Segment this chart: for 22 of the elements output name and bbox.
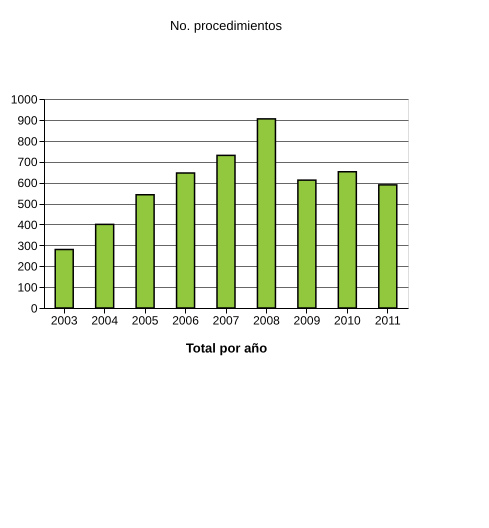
x-tick-label: 2009: [294, 314, 321, 328]
y-tick-label: 1000: [10, 92, 38, 106]
y-tick-label: 300: [17, 238, 38, 253]
x-axis-title: Total por año: [186, 340, 268, 356]
y-tick-label: 800: [17, 134, 38, 148]
y-tick-label: 0: [30, 302, 38, 316]
x-tick-label: 2008: [253, 314, 280, 328]
y-tick-label: 700: [17, 155, 38, 170]
x-tick-label: 2005: [132, 314, 159, 328]
y-tick-label: 100: [17, 280, 38, 295]
y-tick-label: 600: [17, 176, 38, 190]
chart-title: No. procedimientos: [170, 18, 282, 33]
x-tick-label: 2010: [334, 314, 362, 328]
y-tick-label: 200: [17, 260, 38, 274]
y-tick-label: 500: [17, 197, 38, 211]
x-tick-label: 2003: [50, 314, 78, 328]
x-tick-label: 2004: [91, 314, 118, 328]
x-tick-label: 2011: [374, 314, 401, 328]
x-tick-label: 2007: [212, 314, 240, 328]
y-tick-label: 900: [17, 113, 38, 128]
y-tick-label: 400: [17, 218, 38, 232]
x-tick-label: 2006: [172, 314, 200, 328]
